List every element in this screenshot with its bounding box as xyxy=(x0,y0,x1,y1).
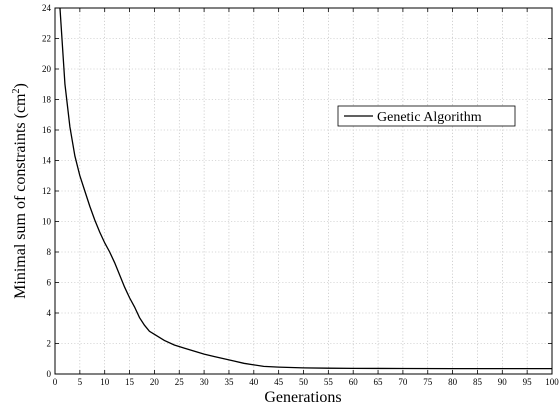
x-tick-label: 20 xyxy=(150,377,160,387)
legend-box xyxy=(337,105,516,127)
x-tick-label: 50 xyxy=(299,377,309,387)
x-tick-label: 90 xyxy=(498,377,508,387)
grid xyxy=(55,8,552,374)
y-tick-label: 14 xyxy=(42,156,52,166)
y-tick-label: 2 xyxy=(47,339,52,349)
y-axis-label-main: Minimal sum of constraints (cm xyxy=(12,93,29,299)
legend-label: Genetic Algorithm xyxy=(377,110,482,125)
series-line-genetic-algorithm xyxy=(59,7,552,370)
x-tick-label: 30 xyxy=(200,377,210,387)
y-tick-label: 8 xyxy=(47,247,52,257)
axis-ticks xyxy=(54,7,553,375)
y-tick-label: 24 xyxy=(42,3,52,13)
x-axis-label: Generations xyxy=(264,389,341,406)
y-axis-label: Minimal sum of constraints (cm2) xyxy=(11,83,29,299)
y-tick-label: 10 xyxy=(42,217,52,227)
x-tick-label: 5 xyxy=(78,377,83,387)
y-tick-label: 4 xyxy=(47,308,52,318)
y-tick-label: 22 xyxy=(42,34,51,44)
y-tick-label: 0 xyxy=(47,369,52,379)
x-tick-label: 45 xyxy=(274,377,284,387)
x-tick-label: 55 xyxy=(324,377,334,387)
x-tick-label: 80 xyxy=(448,377,458,387)
x-tick-label: 25 xyxy=(175,377,185,387)
x-tick-label: 70 xyxy=(398,377,408,387)
y-tick-label: 12 xyxy=(42,186,51,196)
y-tick-label: 20 xyxy=(42,64,52,74)
x-tick-label: 95 xyxy=(523,377,533,387)
x-tick-labels: 0 5 10 15 20 25 30 35 40 45 50 55 60 65 70 75 80 85 90 95 10… xyxy=(53,377,559,387)
x-tick-label: 40 xyxy=(249,377,259,387)
x-tick-label: 85 xyxy=(473,377,483,387)
x-tick-label: 0 xyxy=(53,377,58,387)
y-tick-label: 6 xyxy=(47,278,52,288)
x-tick-label: 60 xyxy=(349,377,359,387)
x-tick-label: 15 xyxy=(125,377,135,387)
x-tick-label: 100 xyxy=(545,377,559,387)
x-tick-label: 35 xyxy=(224,377,234,387)
y-tick-label: 16 xyxy=(42,125,52,135)
x-tick-label: 75 xyxy=(423,377,433,387)
x-tick-label: 65 xyxy=(374,377,384,387)
legend: Genetic Algorithm xyxy=(337,105,516,127)
x-tick-label: 10 xyxy=(100,377,110,387)
y-axis-label-sup: 2 xyxy=(11,89,22,94)
y-axis-label-end: ) xyxy=(12,83,29,88)
y-tick-label: 18 xyxy=(42,95,52,105)
